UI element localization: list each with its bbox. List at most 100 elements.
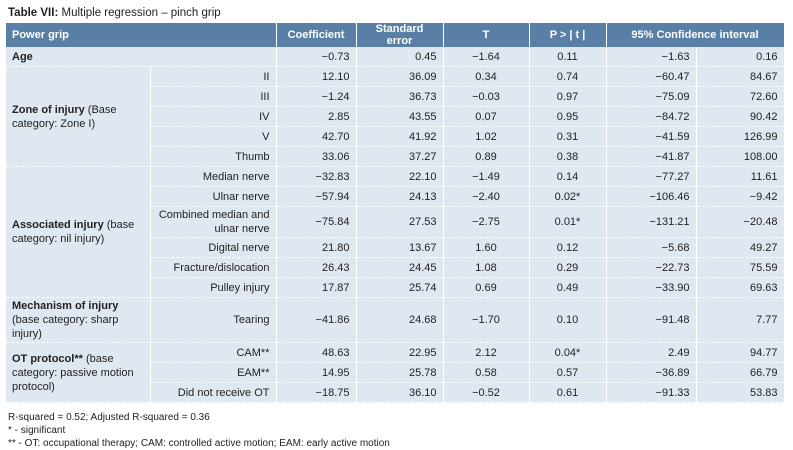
- value-cell: −84.72: [606, 106, 697, 127]
- value-cell: 0.16: [696, 47, 785, 67]
- group-label: Associated injury: [12, 219, 104, 231]
- value-cell: 14.95: [276, 362, 357, 383]
- value-cell: 12.10: [276, 66, 357, 87]
- header-cell: T: [443, 23, 530, 47]
- value-cell: −1.64: [443, 47, 530, 67]
- value-cell: 25.74: [356, 277, 444, 298]
- row-label: Digital nerve: [150, 237, 277, 258]
- row-label: CAM**: [150, 342, 277, 363]
- value-cell: −1.63: [606, 47, 697, 67]
- value-cell: −75.09: [606, 86, 697, 107]
- value-cell: −106.46: [606, 186, 697, 207]
- group-label-cell: Associated injury (base category: nil in…: [6, 166, 151, 298]
- table-row: IV 2.85 43.55 0.07 0.95 −84.72 90.42: [6, 106, 785, 127]
- value-cell: 25.78: [356, 362, 444, 383]
- value-cell: −91.33: [606, 382, 697, 403]
- value-cell: −9.42: [696, 186, 785, 207]
- table-row: Zone of injury (Base category: Zone I) II…: [6, 66, 785, 167]
- footnote: R-squared = 0.52; Adjusted R-squared = 0…: [8, 412, 210, 423]
- value-cell: −1.49: [443, 166, 530, 187]
- table-row: Age −0.73 0.45 −1.64 0.11 −1.63 0.16: [6, 47, 785, 67]
- row-label: Pulley injury: [150, 277, 277, 298]
- value-cell: −0.03: [443, 86, 530, 107]
- table-row: Mechanism of injury (base category: shar…: [6, 297, 785, 343]
- value-cell: 48.63: [276, 342, 357, 363]
- value-cell: 1.08: [443, 257, 530, 278]
- value-cell: 75.59: [696, 257, 785, 278]
- header-cell: Coefficient: [276, 23, 357, 47]
- group-label: OT protocol**: [12, 352, 83, 365]
- value-cell: −5.68: [606, 237, 697, 258]
- group-label-cell: Zone of injury (Base category: Zone I): [6, 66, 151, 167]
- value-cell: 0.38: [529, 146, 607, 167]
- value-cell: 22.10: [356, 166, 444, 187]
- table-row: Digital nerve 21.80 13.67 1.60 0.12 −5.68 49.2…: [6, 237, 785, 258]
- value-cell: 24.45: [356, 257, 444, 278]
- table-title: Table VII: Multiple regression – pinch g…: [6, 4, 784, 23]
- value-cell: 66.79: [696, 362, 785, 383]
- table-row: Combined median and ulnar nerve −75.84 27.…: [6, 206, 785, 238]
- header-row: Power grip Coefficient Standard error T P > …: [6, 23, 785, 47]
- table-row: V 42.70 41.92 1.02 0.31 −41.59 126.99: [6, 126, 785, 147]
- value-cell: 0.02*: [529, 186, 607, 207]
- row-label: Tearing: [150, 297, 277, 343]
- value-cell: 0.49: [529, 277, 607, 298]
- row-label: II: [150, 66, 277, 87]
- value-cell: 21.80: [276, 237, 357, 258]
- group-label: Mechanism of injury: [12, 300, 119, 312]
- value-cell: 0.45: [356, 47, 444, 67]
- value-cell: −1.70: [443, 297, 530, 343]
- value-cell: 17.87: [276, 277, 357, 298]
- value-cell: −75.84: [276, 206, 357, 238]
- row-label: EAM**: [150, 362, 277, 383]
- value-cell: 53.83: [696, 382, 785, 403]
- value-cell: 49.27: [696, 237, 785, 258]
- table-row: Fracture/dislocation 26.43 24.45 1.08 0.29 −2…: [6, 257, 785, 278]
- value-cell: 26.43: [276, 257, 357, 278]
- footnote: * - significant: [8, 425, 66, 436]
- group-label-cell: OT protocol** (base category: passive mo…: [6, 342, 151, 403]
- value-cell: −60.47: [606, 66, 697, 87]
- value-cell: 24.68: [356, 297, 444, 343]
- group-label-cell: Mechanism of injury (base category: shar…: [6, 297, 151, 343]
- value-cell: 37.27: [356, 146, 444, 167]
- value-cell: 0.61: [529, 382, 607, 403]
- value-cell: −18.75: [276, 382, 357, 403]
- row-label: Ulnar nerve: [150, 186, 277, 207]
- title-label: Table VII:: [8, 7, 59, 19]
- value-cell: 0.07: [443, 106, 530, 127]
- value-cell: −36.89: [606, 362, 697, 383]
- value-cell: −1.24: [276, 86, 357, 107]
- header-cell: Standard error: [356, 23, 444, 47]
- footnotes: R-squared = 0.52; Adjusted R-squared = 0…: [6, 411, 784, 450]
- header-cell: 95% Confidence interval: [606, 23, 785, 47]
- value-cell: 0.58: [443, 362, 530, 383]
- value-cell: 1.60: [443, 237, 530, 258]
- value-cell: −41.86: [276, 297, 357, 343]
- table-figure: Table VII: Multiple regression – pinch g…: [6, 4, 785, 450]
- row-label: V: [150, 126, 277, 147]
- group-label: Age: [12, 50, 33, 63]
- value-cell: 43.55: [356, 106, 444, 127]
- value-cell: −22.73: [606, 257, 697, 278]
- value-cell: 22.95: [356, 342, 444, 363]
- value-cell: 0.12: [529, 237, 607, 258]
- table-row: Did not receive OT −18.75 36.10 −0.52 0.61 −9…: [6, 382, 785, 403]
- row-label: Thumb: [150, 146, 277, 167]
- group-label: Zone of injury: [12, 103, 85, 116]
- value-cell: 90.42: [696, 106, 785, 127]
- value-cell: 42.70: [276, 126, 357, 147]
- value-cell: 7.77: [696, 297, 785, 343]
- value-cell: 69.63: [696, 277, 785, 298]
- group-label-cell: Age: [6, 47, 277, 67]
- table-row: Associated injury (base category: nil in…: [6, 166, 785, 298]
- value-cell: 36.73: [356, 86, 444, 107]
- value-cell: 0.74: [529, 66, 607, 87]
- group-note: (base category: passive motion protocol): [12, 352, 134, 393]
- value-cell: 0.11: [529, 47, 607, 67]
- table-body: Age −0.73 0.45 −1.64 0.11 −1.63 0.16 Zone of in…: [6, 47, 785, 403]
- value-cell: 24.13: [356, 186, 444, 207]
- value-cell: 0.04*: [529, 342, 607, 363]
- value-cell: 13.67: [356, 237, 444, 258]
